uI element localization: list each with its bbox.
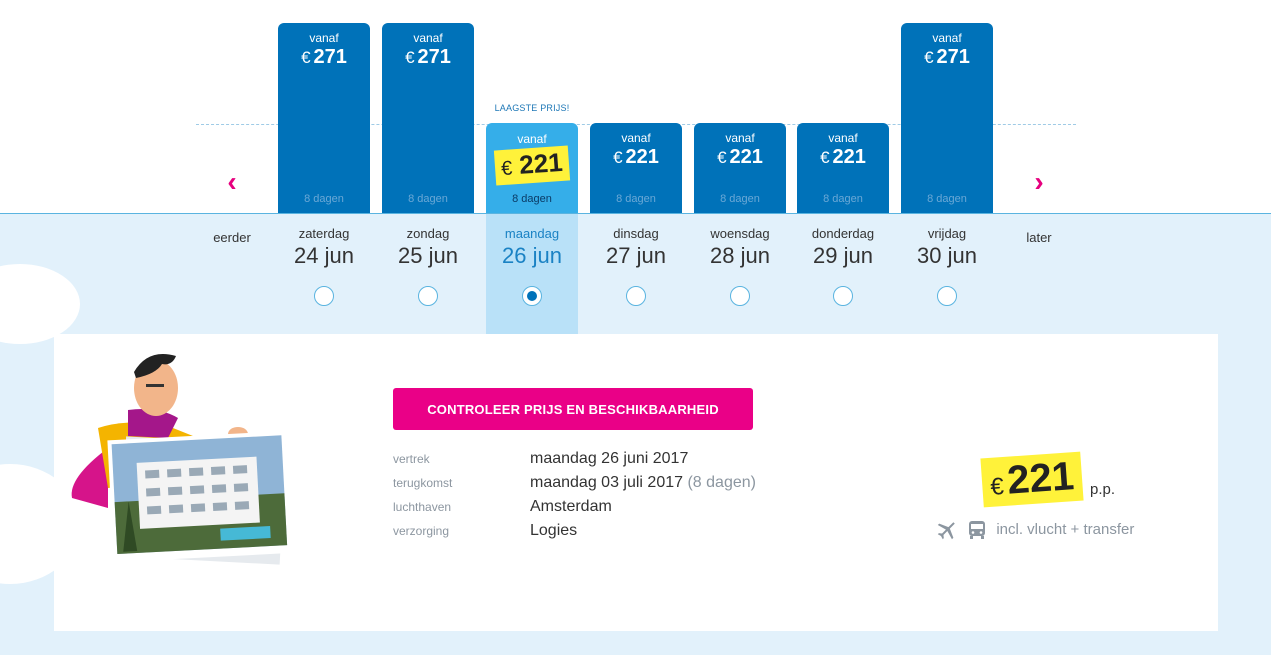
day-option-28-jun[interactable]: woensdag 28 jun	[694, 213, 786, 306]
price-bar-25-jun[interactable]: vanaf €271 8 dagen	[382, 23, 474, 213]
price-bar-24-jun[interactable]: vanaf €271 8 dagen	[278, 23, 370, 213]
earlier-link[interactable]: eerder	[213, 230, 251, 245]
cloud-decoration	[0, 264, 80, 344]
day-radio[interactable]	[418, 286, 438, 306]
day-radio[interactable]	[730, 286, 750, 306]
price-highlight: €221	[980, 451, 1084, 508]
price-bar-29-jun[interactable]: vanaf €221 8 dagen	[797, 123, 889, 213]
day-radio[interactable]	[314, 286, 334, 306]
day-radio[interactable]	[626, 286, 646, 306]
total-price: €221 p.p.	[980, 451, 1115, 508]
day-radio-selected[interactable]	[522, 286, 542, 306]
price-highlight: € 221	[493, 145, 571, 186]
day-option-29-jun[interactable]: donderdag 29 jun	[797, 213, 889, 306]
day-option-30-jun[interactable]: vrijdag 30 jun	[901, 213, 993, 306]
later-link[interactable]: later	[1026, 230, 1052, 245]
bus-icon	[969, 521, 986, 539]
lowest-price-label: LAAGSTE PRIJS!	[494, 103, 570, 113]
chevron-right-icon[interactable]: ›	[1034, 166, 1044, 197]
day-option-25-jun[interactable]: zondag 25 jun	[382, 213, 474, 306]
included-services: incl. vlucht + transfer	[936, 520, 1134, 540]
day-radio[interactable]	[833, 286, 853, 306]
mascot-illustration	[68, 348, 298, 578]
day-option-24-jun[interactable]: zaterdag 24 jun	[278, 213, 370, 306]
check-availability-button[interactable]: CONTROLEER PRIJS EN BESCHIKBAARHEID	[393, 388, 753, 430]
day-option-26-jun[interactable]: maandag 26 jun	[486, 213, 578, 306]
day-radio[interactable]	[937, 286, 957, 306]
day-option-27-jun[interactable]: dinsdag 27 jun	[590, 213, 682, 306]
price-bar-28-jun[interactable]: vanaf €221 8 dagen	[694, 123, 786, 213]
plane-icon	[937, 522, 955, 540]
price-bar-30-jun[interactable]: vanaf €271 8 dagen	[901, 23, 993, 213]
price-bar-27-jun[interactable]: vanaf €221 8 dagen	[590, 123, 682, 213]
chevron-left-icon[interactable]: ‹	[227, 166, 237, 197]
price-bar-26-jun[interactable]: vanaf € 221 8 dagen	[486, 123, 578, 213]
